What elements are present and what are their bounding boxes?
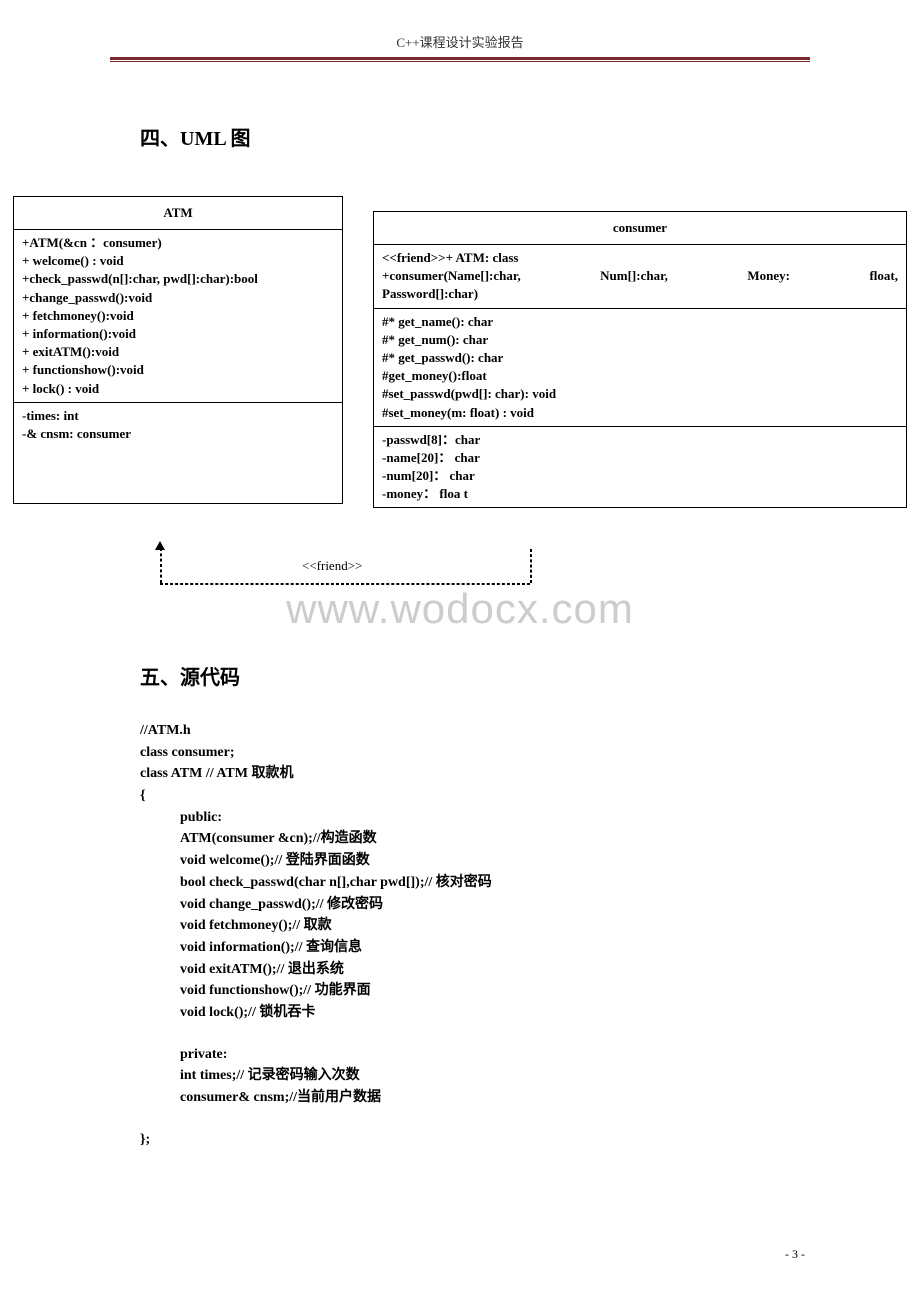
uml-line: + functionshow():void — [22, 361, 334, 379]
uml-line: #* get_passwd(): char — [382, 349, 898, 367]
uml-text: float, — [869, 267, 898, 285]
friend-arrow-line — [160, 548, 162, 583]
uml-line: -passwd[8]：char — [382, 431, 898, 449]
code-blank — [140, 1024, 810, 1044]
section-4-title: 四、UML 图 — [140, 122, 810, 151]
uml-atm-class: ATM +ATM(&cn ：consumer) + welcome() : vo… — [13, 196, 343, 504]
code-line: void information();// 查询信息 — [140, 937, 810, 959]
code-line: void lock();// 锁机吞卡 — [140, 1002, 810, 1024]
code-line: private: — [140, 1044, 810, 1066]
uml-line: + exitATM():void — [22, 343, 334, 361]
header-divider — [110, 57, 810, 62]
uml-line: -num[20]： char — [382, 467, 898, 485]
code-line: int times;// 记录密码输入次数 — [140, 1065, 810, 1087]
uml-line: #get_money():float — [382, 367, 898, 385]
code-line: void welcome();// 登陆界面函数 — [140, 850, 810, 872]
page-number: - 3 - — [785, 1247, 805, 1262]
uml-consumer-title: consumer — [374, 212, 906, 245]
friend-label: <<friend>> — [302, 558, 362, 574]
uml-line: -& cnsm: consumer — [22, 425, 334, 443]
uml-line: -name[20]： char — [382, 449, 898, 467]
page-header: C++课程设计实验报告 — [0, 0, 920, 51]
uml-line: Password[]:char) — [382, 285, 898, 303]
uml-line: + lock() : void — [22, 380, 334, 398]
code-line: void change_passwd();// 修改密码 — [140, 894, 810, 916]
code-line: //ATM.h — [140, 720, 810, 742]
uml-atm-fields: -times: int -& cnsm: consumer — [14, 403, 342, 503]
uml-diagram: ATM +ATM(&cn ：consumer) + welcome() : vo… — [110, 196, 810, 596]
uml-line: +ATM(&cn ：consumer) — [22, 234, 334, 252]
uml-line: + fetchmoney():void — [22, 307, 334, 325]
uml-line: #set_money(m: float) : void — [382, 404, 898, 422]
code-line: public: — [140, 807, 810, 829]
uml-text: Num[]:char, — [600, 267, 668, 285]
uml-text: +consumer(Name[]:char, — [382, 267, 521, 285]
uml-consumer-constructor: <<friend>>+ ATM: class +consumer(Name[]:… — [374, 245, 906, 309]
uml-consumer-methods: #* get_name(): char #* get_num(): char #… — [374, 309, 906, 427]
code-line: void exitATM();// 退出系统 — [140, 959, 810, 981]
code-blank — [140, 1109, 810, 1129]
code-line: class consumer; — [140, 742, 810, 764]
uml-line: + welcome() : void — [22, 252, 334, 270]
code-line: ATM(consumer &cn);//构造函数 — [140, 828, 810, 850]
uml-line: #* get_num(): char — [382, 331, 898, 349]
uml-line: #* get_name(): char — [382, 313, 898, 331]
code-line: consumer& cnsm;//当前用户数据 — [140, 1087, 810, 1109]
code-line: bool check_passwd(char n[],char pwd[]);/… — [140, 872, 810, 894]
uml-line: + information():void — [22, 325, 334, 343]
code-line: class ATM // ATM 取款机 — [140, 763, 810, 785]
uml-line: +check_passwd(n[]:char, pwd[]:char):bool — [22, 270, 334, 288]
uml-atm-methods: +ATM(&cn ：consumer) + welcome() : void +… — [14, 230, 342, 403]
code-line: void fetchmoney();// 取款 — [140, 915, 810, 937]
page-content: 四、UML 图 ATM +ATM(&cn ：consumer) + welcom… — [0, 122, 920, 1150]
uml-atm-title: ATM — [14, 197, 342, 230]
uml-line: -money： floa t — [382, 485, 898, 503]
uml-line: -times: int — [22, 407, 334, 425]
uml-line: +change_passwd():void — [22, 289, 334, 307]
code-line: void functionshow();// 功能界面 — [140, 980, 810, 1002]
code-line: }; — [140, 1129, 810, 1151]
uml-line: +consumer(Name[]:char, Num[]:char, Money… — [382, 267, 898, 285]
uml-line: #set_passwd(pwd[]: char): void — [382, 385, 898, 403]
source-code: //ATM.h class consumer; class ATM // ATM… — [140, 720, 810, 1150]
uml-consumer-fields: -passwd[8]：char -name[20]： char -num[20]… — [374, 427, 906, 508]
uml-line: <<friend>>+ ATM: class — [382, 249, 898, 267]
uml-text: Money: — [747, 267, 790, 285]
friend-arrow-line — [530, 549, 532, 583]
watermark: www.wodocx.com — [0, 585, 920, 633]
section-5-title: 五、源代码 — [140, 661, 810, 690]
uml-consumer-class: consumer <<friend>>+ ATM: class +consume… — [373, 211, 907, 508]
code-line: { — [140, 785, 810, 807]
